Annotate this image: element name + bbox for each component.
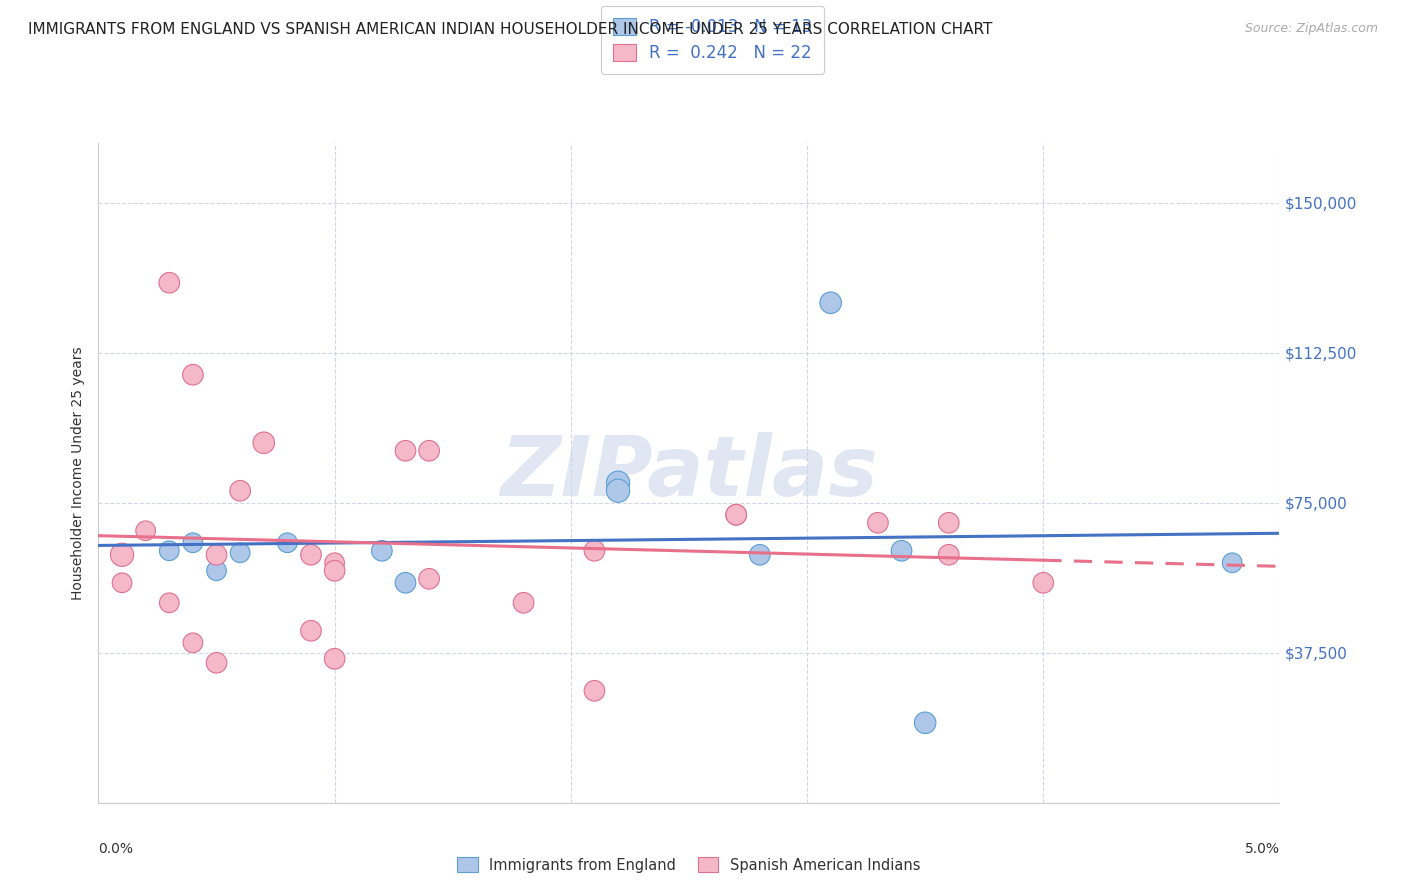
Text: IMMIGRANTS FROM ENGLAND VS SPANISH AMERICAN INDIAN HOUSEHOLDER INCOME UNDER 25 Y: IMMIGRANTS FROM ENGLAND VS SPANISH AMERI…	[28, 22, 993, 37]
Point	[111, 548, 134, 562]
Point	[394, 575, 416, 590]
Point	[205, 656, 228, 670]
Point	[418, 443, 440, 458]
Point	[938, 516, 960, 530]
Point	[299, 548, 322, 562]
Point	[394, 443, 416, 458]
Point	[820, 295, 842, 310]
Y-axis label: Householder Income Under 25 years: Householder Income Under 25 years	[72, 346, 86, 599]
Text: Source: ZipAtlas.com: Source: ZipAtlas.com	[1244, 22, 1378, 36]
Point	[253, 435, 276, 450]
Point	[181, 636, 204, 650]
Point	[725, 508, 748, 522]
Point	[229, 483, 252, 498]
Point	[157, 276, 180, 290]
Point	[1220, 556, 1243, 570]
Point	[583, 543, 606, 558]
Legend: Immigrants from England, Spanish American Indians: Immigrants from England, Spanish America…	[449, 848, 929, 881]
Text: ZIPatlas: ZIPatlas	[501, 433, 877, 513]
Point	[914, 715, 936, 730]
Point	[866, 516, 889, 530]
Point	[418, 572, 440, 586]
Text: 5.0%: 5.0%	[1244, 842, 1279, 856]
Point	[181, 535, 204, 549]
Point	[607, 483, 630, 498]
Point	[111, 575, 134, 590]
Point	[229, 546, 252, 560]
Point	[205, 548, 228, 562]
Point	[607, 475, 630, 490]
Point	[323, 652, 346, 666]
Text: 0.0%: 0.0%	[98, 842, 134, 856]
Point	[135, 524, 157, 538]
Point	[725, 508, 748, 522]
Point	[512, 596, 534, 610]
Point	[205, 564, 228, 578]
Point	[323, 564, 346, 578]
Point	[323, 556, 346, 570]
Point	[583, 683, 606, 698]
Point	[157, 596, 180, 610]
Point	[157, 543, 180, 558]
Point	[299, 624, 322, 638]
Point	[111, 548, 134, 562]
Point	[371, 543, 394, 558]
Point	[181, 368, 204, 382]
Point	[1032, 575, 1054, 590]
Point	[938, 548, 960, 562]
Point	[890, 543, 912, 558]
Point	[276, 535, 298, 549]
Point	[748, 548, 770, 562]
